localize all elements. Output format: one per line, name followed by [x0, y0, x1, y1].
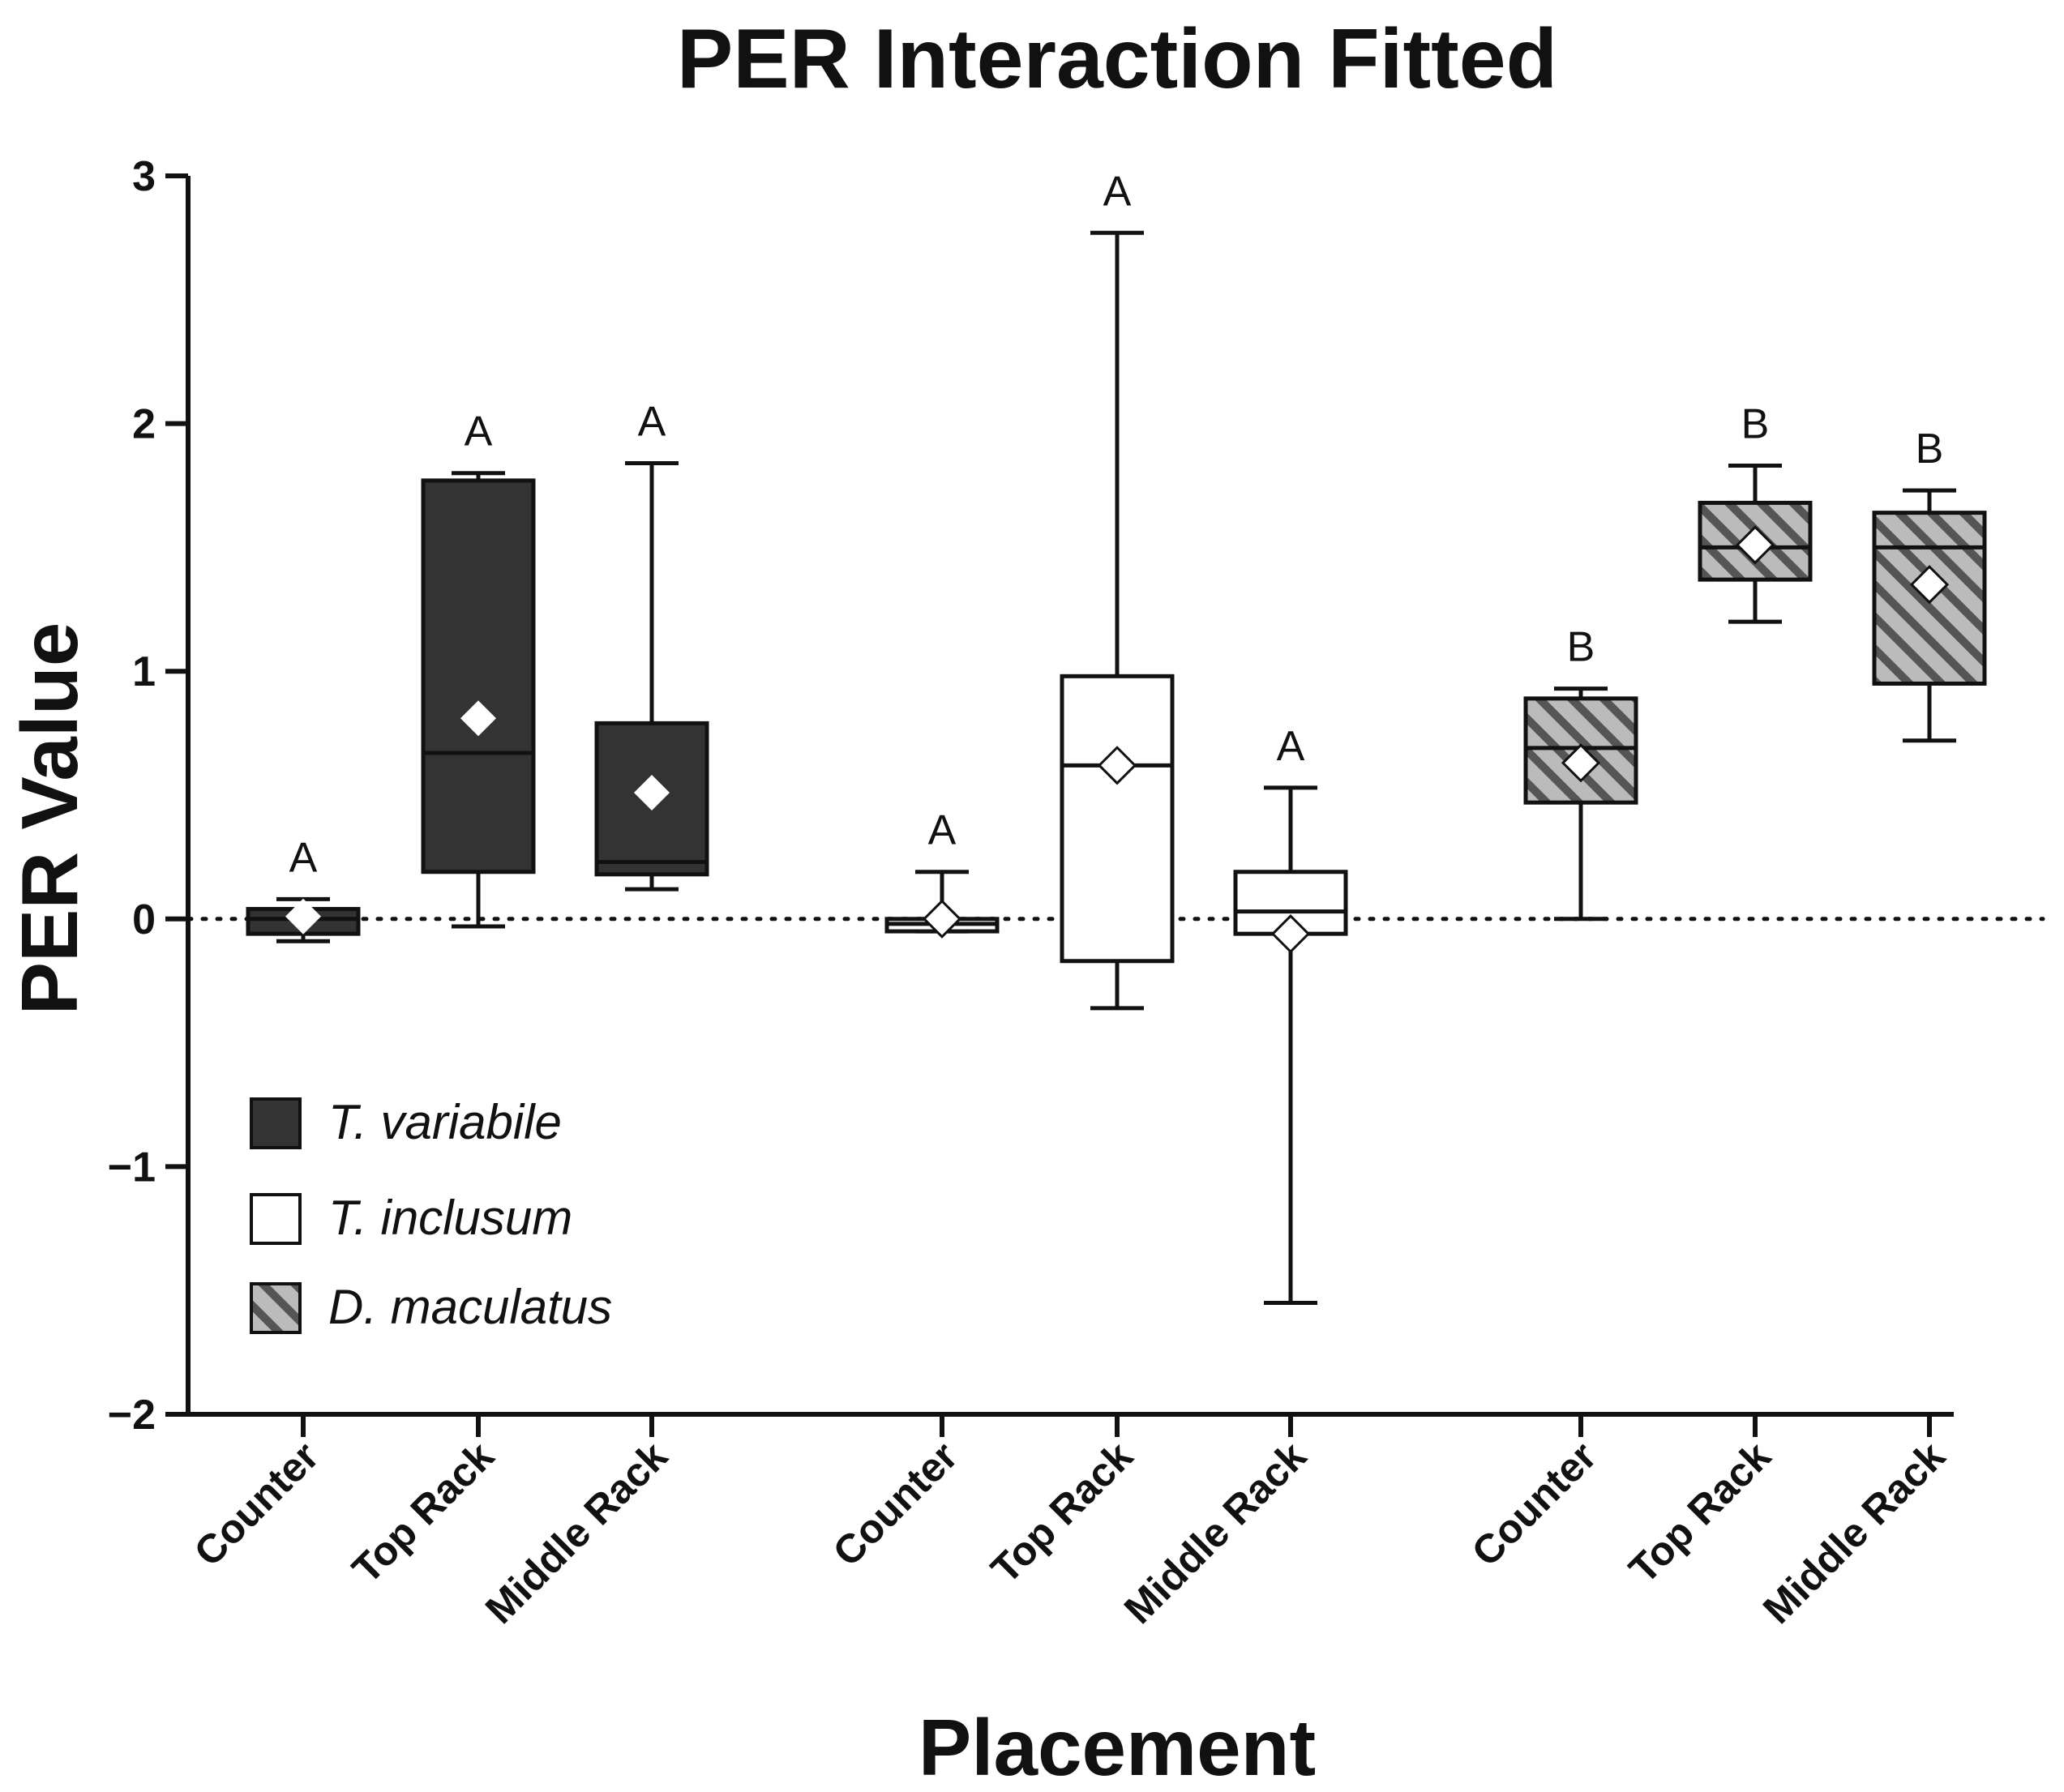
mean-marker: [922, 899, 962, 939]
x-axis-label: Placement: [919, 1703, 1316, 1792]
x-tick-label: Middle Rack: [1754, 1433, 1954, 1632]
mean-marker: [634, 774, 670, 810]
box-group: A: [246, 834, 361, 943]
y-tick-label: 1: [132, 648, 156, 695]
x-tick-label: Top Rack: [344, 1433, 503, 1592]
mean-marker: [285, 898, 321, 934]
significance-letter: A: [928, 807, 957, 854]
box-iqr: [1060, 674, 1175, 964]
x-tick-label: Middle Rack: [477, 1433, 676, 1632]
significance-letter: A: [465, 408, 493, 455]
significance-letter: A: [1103, 168, 1132, 215]
chart-title: PER Interaction Fitted: [677, 12, 1557, 106]
significance-letter: B: [1741, 401, 1770, 448]
legend-swatch-t-inclusum: [250, 1193, 302, 1245]
y-axis: 3 2 1 0 −1 −2: [108, 153, 191, 1439]
mean-marker: [460, 700, 496, 737]
mean-marker: [1270, 914, 1311, 954]
mean-marker: [1561, 743, 1601, 783]
x-tick-label: Counter: [186, 1433, 328, 1575]
mean-marker: [1097, 746, 1137, 785]
box-group: A: [1233, 723, 1348, 1305]
mean-marker: [1735, 525, 1775, 565]
x-tick-label: Middle Rack: [1116, 1433, 1315, 1632]
mean-marker: [1909, 565, 1950, 605]
legend: T. variabile T. inclusum D. maculatus: [250, 1095, 612, 1334]
x-tick-label: Top Rack: [1621, 1433, 1779, 1592]
y-tick-label: 0: [132, 896, 156, 943]
legend-label-t-variabile: T. variabile: [328, 1095, 562, 1149]
box-iqr: [421, 478, 536, 875]
x-tick-label: Counter: [824, 1433, 966, 1575]
significance-letter: B: [1567, 624, 1595, 671]
box-group: A: [594, 398, 709, 892]
y-tick-label: −1: [108, 1144, 156, 1191]
significance-letter: A: [638, 398, 666, 445]
legend-label-d-maculatus: D. maculatus: [328, 1280, 612, 1334]
box-group: A: [884, 807, 1000, 939]
box-group: B: [1872, 426, 1987, 743]
legend-swatch-d-maculatus: [250, 1282, 302, 1334]
box-group: A: [421, 408, 536, 929]
x-tick-label: Counter: [1463, 1433, 1605, 1575]
y-tick-label: 3: [132, 153, 156, 200]
box-group: B: [1698, 401, 1813, 624]
legend-swatch-t-variabile: [250, 1097, 302, 1149]
significance-letter: B: [1916, 426, 1944, 473]
y-axis-label: PER Value: [5, 622, 94, 1016]
significance-letter: A: [1277, 723, 1305, 770]
y-tick-label: 2: [132, 401, 156, 448]
x-tick-label: Top Rack: [983, 1433, 1141, 1592]
significance-letter: A: [289, 834, 318, 881]
legend-label-t-inclusum: T. inclusum: [328, 1191, 572, 1245]
box-group: A: [1060, 168, 1175, 1011]
y-tick-label: −2: [108, 1392, 156, 1439]
box-group: B: [1523, 624, 1638, 922]
box-plots: A A A A A A B B B: [246, 168, 1987, 1305]
